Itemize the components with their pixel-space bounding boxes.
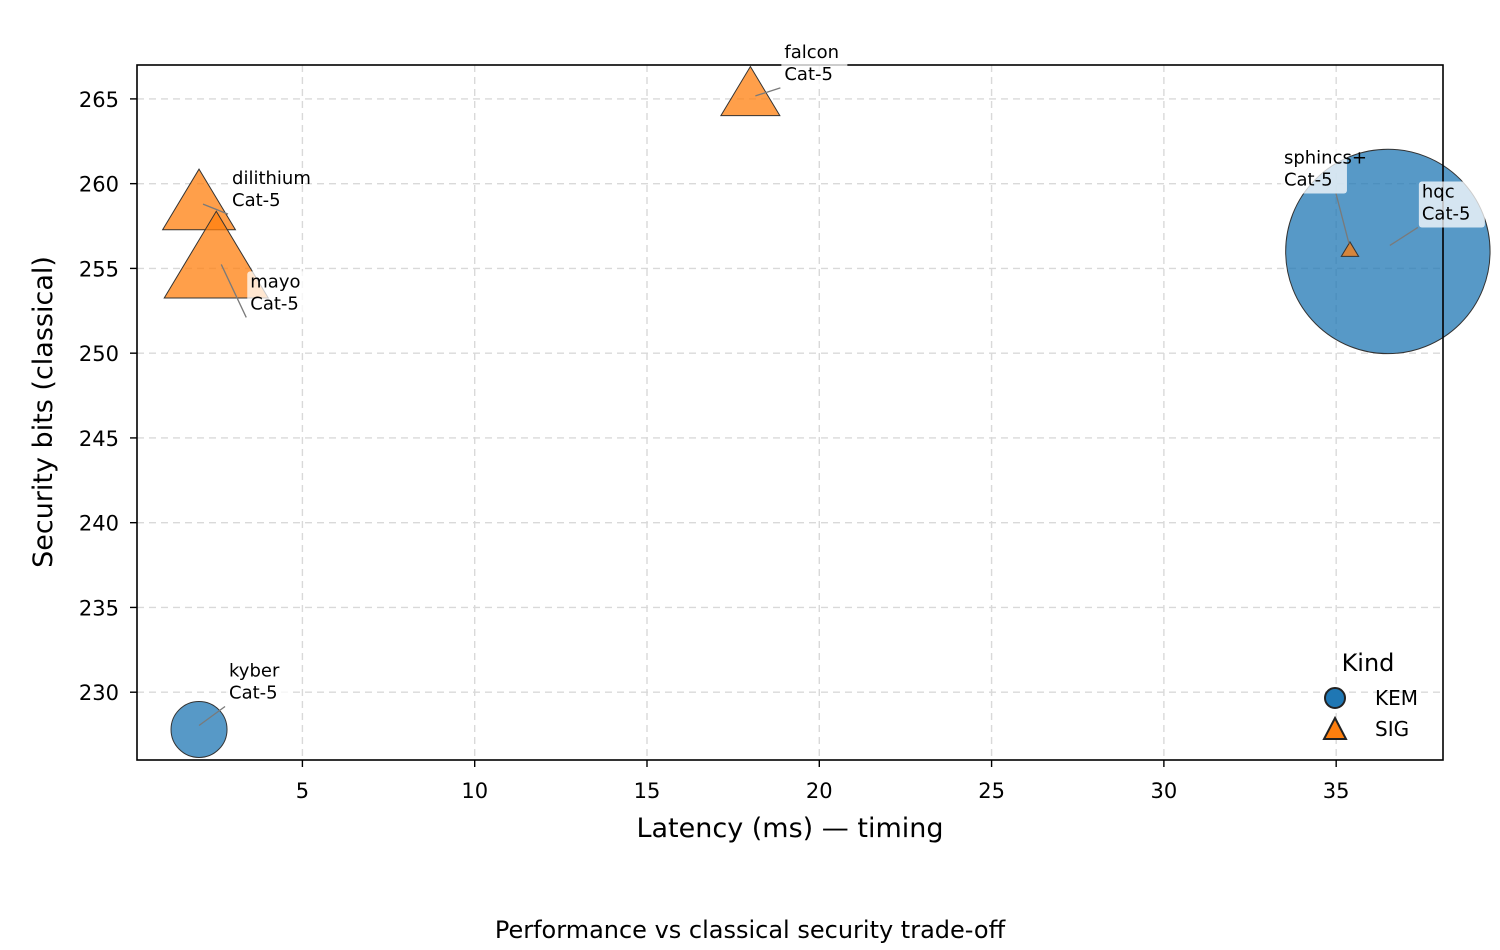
- y-tick-label: 265: [79, 88, 119, 112]
- annotation-name: kyber: [229, 660, 280, 681]
- annotation-sphincs+: sphincs+Cat-5: [1280, 147, 1367, 244]
- point-annotations: kyberCat-5hqcCat-5dilithiumCat-5mayoCat-…: [198, 41, 1485, 727]
- x-tick-label: 20: [806, 779, 833, 803]
- annotation-leader: [1335, 193, 1350, 244]
- y-tick-label: 240: [79, 512, 119, 536]
- point-sphincs+: [1340, 240, 1360, 257]
- annotation-leader: [198, 705, 226, 727]
- point-mayo: [163, 210, 270, 299]
- legend-kem-label: KEM: [1375, 686, 1418, 710]
- annotation-category: Cat-5: [250, 293, 299, 314]
- annotation-category: Cat-5: [229, 682, 278, 703]
- annotation-category: Cat-5: [1284, 169, 1333, 190]
- y-tick-label: 235: [79, 596, 119, 620]
- x-tick-label: 25: [978, 779, 1005, 803]
- x-axis-label: Latency (ms) — timing: [636, 813, 943, 844]
- point-kyber: [170, 700, 228, 758]
- annotation-box: [1280, 147, 1347, 194]
- legend-title: Kind: [1342, 649, 1395, 677]
- annotation-leader: [1389, 226, 1419, 247]
- legend-sig-label: SIG: [1375, 717, 1409, 741]
- x-tick-label: 10: [461, 779, 488, 803]
- y-tick-label: 230: [79, 681, 119, 705]
- annotation-name: falcon: [784, 42, 839, 63]
- y-tick-label: 260: [79, 173, 119, 197]
- annotation-category: Cat-5: [1422, 203, 1471, 224]
- y-tick-label: 255: [79, 257, 119, 281]
- point-falcon: [720, 65, 781, 117]
- annotation-box: [229, 168, 296, 215]
- annotation-category: Cat-5: [784, 64, 833, 85]
- x-tick-label: 30: [1151, 779, 1178, 803]
- y-tick-label: 250: [79, 342, 119, 366]
- annotation-leader: [220, 264, 247, 318]
- point-dilithium: [161, 168, 237, 231]
- legend-sig-marker: [1322, 715, 1348, 740]
- x-tick-label: 35: [1323, 779, 1350, 803]
- x-tick-label: 15: [634, 779, 661, 803]
- y-tick-label: 245: [79, 427, 119, 451]
- grid-lines: [137, 65, 1443, 760]
- annotation-leader: [202, 203, 229, 215]
- annotation-name: dilithium: [232, 168, 311, 189]
- annotation-name: hqc: [1422, 181, 1455, 202]
- annotation-box: [781, 41, 848, 88]
- annotation-leader: [755, 87, 781, 97]
- figure-caption: Performance vs classical security trade-…: [495, 916, 1006, 944]
- y-axis-label: Security bits (classical): [28, 256, 59, 568]
- legend: Kind KEM SIG: [1322, 649, 1418, 741]
- axis-ticks: 5 10 15 20 25 30 35 230 235 240 245 250 255 260 265: [79, 88, 1350, 803]
- x-tick-label: 5: [296, 779, 309, 803]
- annotation-name: mayo: [250, 271, 300, 292]
- legend-kem-marker: [1324, 687, 1346, 709]
- plot-frame: [136, 64, 1444, 761]
- annotation-box: [226, 660, 293, 707]
- annotation-box: [1418, 181, 1485, 228]
- annotation-name: sphincs+: [1284, 147, 1367, 168]
- annotation-box: [247, 271, 314, 318]
- annotation-category: Cat-5: [232, 190, 281, 211]
